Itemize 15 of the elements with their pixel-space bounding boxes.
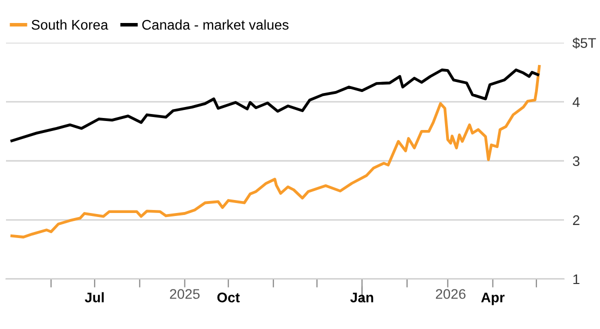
y-tick-label: 1 (573, 274, 580, 284)
y-tick-label: $5T (572, 38, 596, 49)
y-tick-label: 2 (573, 215, 580, 225)
legend-label: South Korea (32, 20, 108, 30)
x-tick-label: Oct (217, 292, 240, 302)
x2-tick-label: 2026 (436, 289, 466, 299)
x-tick-label: Apr (481, 292, 505, 306)
x-tick-label: Jan (350, 292, 374, 302)
line-series (10, 65, 541, 238)
legend-label: Canada - market values (142, 20, 288, 30)
x-tick-label: Jul (84, 292, 104, 302)
line-series (10, 68, 540, 142)
x2-tick-label: 2025 (170, 289, 200, 299)
y-tick-label: 4 (572, 97, 580, 107)
y-tick-label: 3 (572, 156, 580, 166)
